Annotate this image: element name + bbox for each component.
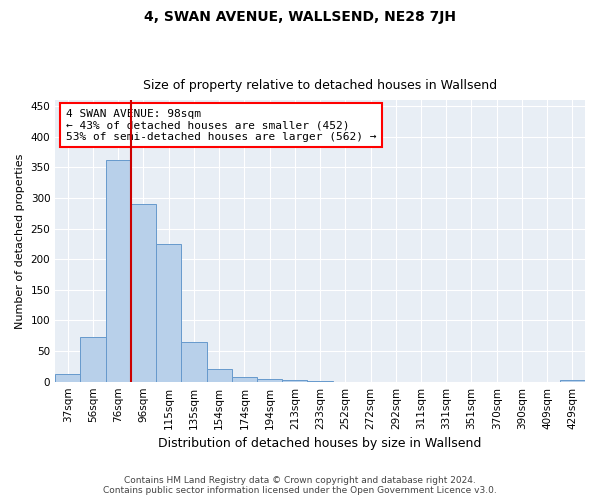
Bar: [106, 160, 131, 382]
Bar: [206, 370, 232, 382]
Title: Size of property relative to detached houses in Wallsend: Size of property relative to detached ho…: [143, 79, 497, 92]
Text: Contains HM Land Registry data © Crown copyright and database right 2024.
Contai: Contains HM Land Registry data © Crown c…: [103, 476, 497, 495]
Bar: [560, 380, 585, 382]
Bar: [232, 378, 257, 382]
Y-axis label: Number of detached properties: Number of detached properties: [15, 153, 25, 328]
Bar: [257, 378, 282, 382]
Bar: [181, 342, 206, 382]
Bar: [282, 380, 307, 382]
Bar: [80, 337, 106, 382]
Text: 4, SWAN AVENUE, WALLSEND, NE28 7JH: 4, SWAN AVENUE, WALLSEND, NE28 7JH: [144, 10, 456, 24]
X-axis label: Distribution of detached houses by size in Wallsend: Distribution of detached houses by size …: [158, 437, 482, 450]
Text: 4 SWAN AVENUE: 98sqm
← 43% of detached houses are smaller (452)
53% of semi-deta: 4 SWAN AVENUE: 98sqm ← 43% of detached h…: [66, 108, 376, 142]
Bar: [156, 244, 181, 382]
Bar: [307, 381, 332, 382]
Bar: [131, 204, 156, 382]
Bar: [55, 374, 80, 382]
